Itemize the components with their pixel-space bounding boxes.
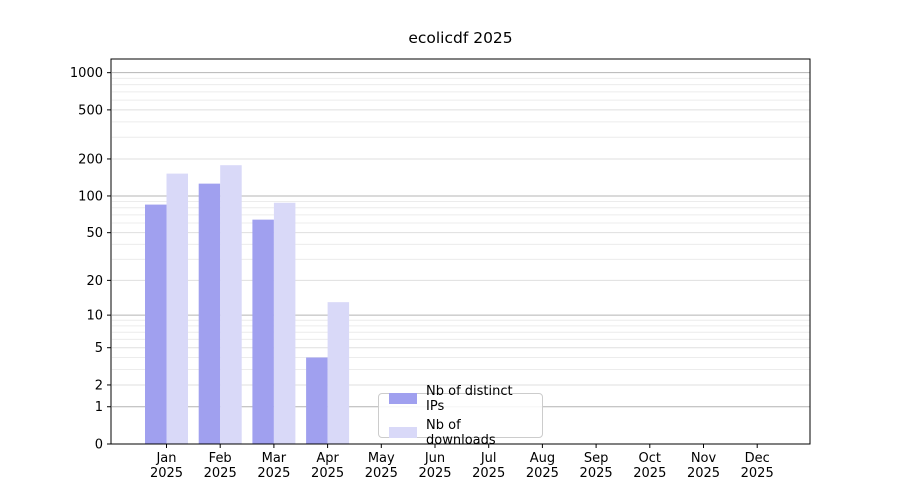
y-tick-label: 5 [95,341,103,356]
y-tick-label: 2 [95,378,103,393]
x-tick-label-year: 2025 [526,466,559,481]
legend-label-distinct-ips: Nb of distinct IPs [426,383,513,414]
y-tick-label: 100 [78,189,103,204]
legend-row-distinct-ips: Nb of distinct IPs [389,384,532,414]
legend-swatch-downloads [389,427,417,438]
legend-label-downloads: Nb of downloads [426,417,496,448]
bar-mar-distinct-ips [252,219,274,444]
x-tick-label-month: Oct [639,451,661,466]
bar-mar-downloads [273,202,296,444]
x-tick-label-month: May [368,451,395,466]
y-tick-label: 1000 [70,66,103,81]
x-tick-label-year: 2025 [257,466,290,481]
bar-apr-downloads [327,302,350,444]
x-tick-label-year: 2025 [311,466,344,481]
y-tick-label: 10 [86,309,103,324]
x-tick-label-year: 2025 [418,466,451,481]
x-tick-label-month: Apr [316,451,339,466]
legend-swatch-distinct-ips [389,393,417,404]
bar-feb-downloads [220,165,242,444]
x-tick-label-month: Feb [209,451,232,466]
x-tick-label-month: Jan [155,451,176,466]
x-tick-label-year: 2025 [687,466,720,481]
legend: Nb of distinct IPs Nb of downloads [378,384,543,448]
x-tick-label-month: Nov [691,451,717,466]
y-tick-label: 0 [95,438,103,453]
chart-title: ecolicdf 2025 [408,29,513,47]
y-tick-label: 200 [78,152,103,167]
y-tick-label: 20 [86,274,103,289]
x-tick-label-year: 2025 [150,466,183,481]
plot-border [110,58,811,445]
x-tick-label-year: 2025 [204,466,237,481]
x-tick-label-year: 2025 [472,466,505,481]
x-tick-label-month: Aug [530,451,555,466]
x-tick-label-month: Dec [745,451,770,466]
bar-jan-distinct-ips [145,204,167,444]
bar-jan-downloads [166,173,188,445]
bar-feb-distinct-ips [198,183,221,444]
x-tick-label-year: 2025 [741,466,774,481]
x-tick-label-month: Sep [584,451,609,466]
y-tick-label: 500 [78,103,103,118]
x-tick-label-year: 2025 [633,466,666,481]
bar-apr-distinct-ips [306,357,328,444]
x-tick-label-month: Mar [262,451,287,466]
legend-row-downloads: Nb of downloads [389,418,532,448]
x-tick-label-month: Jul [480,451,497,466]
x-tick-label-month: Jun [424,451,445,466]
y-tick-label: 1 [95,400,103,415]
x-tick-label-year: 2025 [580,466,613,481]
y-tick-label: 50 [86,226,103,241]
x-tick-label-year: 2025 [365,466,398,481]
